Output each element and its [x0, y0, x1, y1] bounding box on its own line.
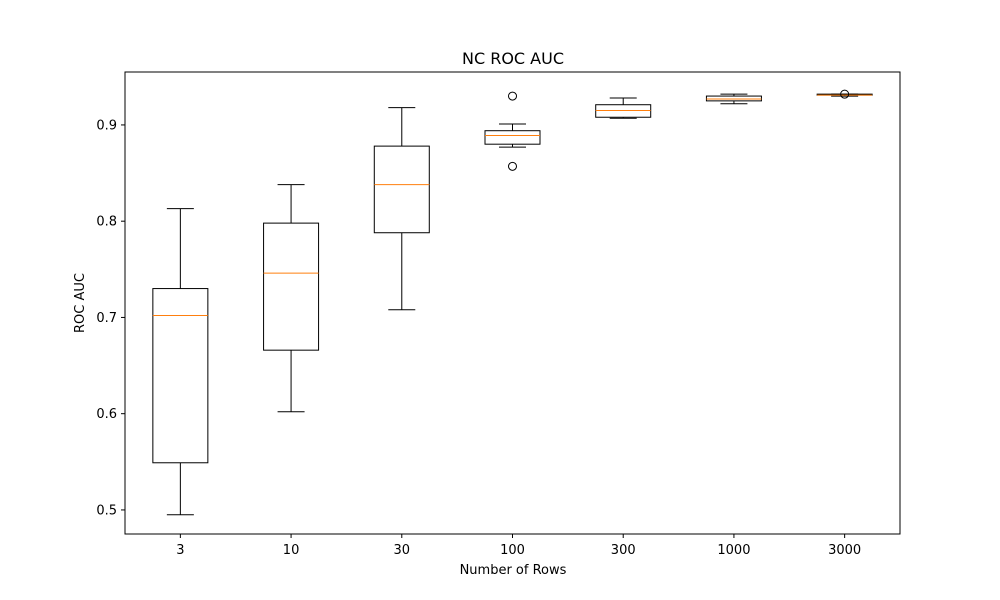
box: [152, 288, 209, 464]
y-axis-label: ROC AUC: [73, 273, 88, 333]
plot-frame: [124, 71, 901, 535]
box-group-10: [263, 184, 320, 413]
x-axis-label: Number of Rows: [460, 563, 567, 578]
chart-title: NC ROC AUC: [462, 49, 564, 68]
y-tick-label: 0.6: [96, 407, 117, 422]
box-group-1000: [705, 93, 762, 105]
x-tick-label: 3: [176, 543, 184, 558]
x-axis: 3 10 30 100 300 1000 3000: [176, 534, 861, 558]
x-tick-label: 300: [611, 543, 636, 558]
box-group-100: [484, 91, 541, 171]
x-tick-label: 100: [500, 543, 525, 558]
x-tick-label: 10: [283, 543, 300, 558]
y-tick-label: 0.8: [96, 215, 117, 230]
box-group-3: [152, 208, 209, 516]
box: [373, 145, 430, 234]
outlier-point: [508, 161, 517, 171]
box-group-3000: [816, 89, 873, 99]
y-tick-label: 0.9: [96, 118, 117, 133]
box: [263, 222, 320, 351]
box-group-300: [595, 97, 652, 119]
x-tick-label: 1000: [717, 543, 750, 558]
plot-area: [152, 89, 873, 516]
y-tick-label: 0.5: [96, 503, 117, 518]
outlier-point: [508, 91, 517, 101]
outlier-point: [840, 89, 850, 99]
y-tick-label: 0.7: [96, 311, 117, 326]
x-tick-label: 3000: [828, 543, 861, 558]
x-tick-label: 30: [394, 543, 411, 558]
box: [484, 130, 541, 145]
y-axis: 0.5 0.6 0.7 0.8 0.9: [96, 118, 125, 518]
box-group-30: [373, 107, 430, 311]
